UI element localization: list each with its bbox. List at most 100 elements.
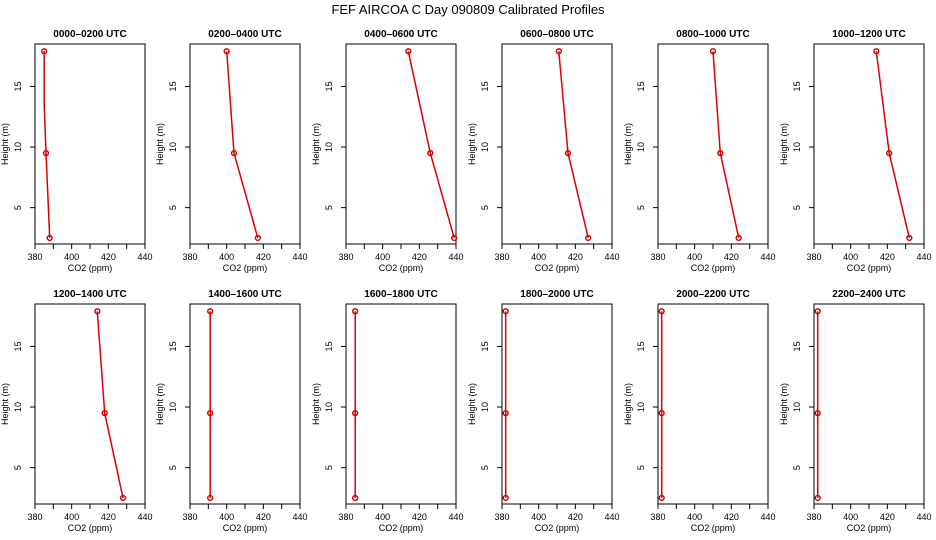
x-tick-label: 380 [494,252,509,262]
x-tick-label: 440 [760,252,775,262]
chart-panel: 1000–1200 UTC 380 400 420 440 CO2 (ppm) 5 10 15 H… [779,29,932,273]
y-axis-label: Height (m) [623,383,633,425]
data-point [207,409,214,417]
chart-panel: 2200–2400 UTC 380 400 420 440 CO2 (ppm) 5 10 15 H… [779,289,932,533]
y-tick-label: 10 [480,402,490,412]
data-point [119,494,127,502]
chart-panel: 1800–2000 UTC 380 400 420 440 CO2 (ppm) 5 10 15 H… [467,289,620,533]
data-point [223,48,230,55]
plot-frame [501,43,613,245]
x-axis-label: CO2 (ppm) [691,263,736,273]
y-tick-label: 10 [636,402,646,412]
y-tick-label: 15 [13,341,23,351]
x-tick-label: 420 [412,512,427,522]
x-tick-label: 380 [27,512,42,522]
x-axis-label: CO2 (ppm) [535,263,580,273]
y-axis-label: Height (m) [155,383,165,425]
panel-title: 2200–2400 UTC [832,289,905,300]
data-point [254,234,261,242]
x-tick-label: 440 [448,512,463,522]
data-point [46,234,53,242]
x-tick-label: 440 [604,512,619,522]
y-tick-label: 10 [480,142,490,152]
data-point [94,308,101,315]
data-point [717,149,724,157]
figure-title: FEF AIRCOA C Day 090809 Calibrated Profi… [331,2,605,17]
y-tick-label: 5 [636,205,646,210]
x-tick-label: 440 [292,252,307,262]
y-axis-label: Height (m) [155,123,165,165]
data-point [709,48,717,55]
plot-frame [657,43,769,245]
x-tick-label: 400 [843,252,858,262]
data-point [658,308,665,315]
panel-title: 0600–0800 UTC [520,29,593,40]
data-point [42,149,50,157]
x-axis-label: CO2 (ppm) [223,263,268,273]
y-tick-label: 5 [324,205,334,210]
panel-title: 0000–0200 UTC [53,29,126,40]
chart-panel: 1400–1600 UTC 380 400 420 440 CO2 (ppm) 5 10 15 H… [155,289,308,533]
chart-panel: 0400–0600 UTC 380 400 420 440 CO2 (ppm) 5 10 15 H… [311,29,464,273]
y-axis-label: Height (m) [467,383,477,425]
y-axis-label: Height (m) [467,123,477,165]
x-tick-label: 400 [687,252,702,262]
x-tick-label: 420 [412,252,427,262]
data-point [207,494,214,502]
y-tick-label: 5 [168,465,178,470]
y-tick-label: 15 [480,341,490,351]
x-tick-label: 380 [650,512,665,522]
profile-line [407,51,455,239]
x-axis-label: CO2 (ppm) [847,263,892,273]
y-axis-label: Height (m) [0,123,10,165]
x-tick-label: 420 [724,252,739,262]
profile-line [558,51,589,239]
y-axis-label: Height (m) [311,383,321,425]
x-tick-label: 400 [843,512,858,522]
x-tick-label: 380 [806,512,821,522]
x-tick-label: 420 [724,512,739,522]
y-tick-label: 5 [480,205,490,210]
plot-frame [189,43,301,245]
y-tick-label: 10 [324,402,334,412]
y-tick-label: 15 [168,341,178,351]
x-tick-label: 380 [27,252,42,262]
y-tick-label: 5 [324,465,334,470]
data-point [41,48,48,55]
y-tick-label: 10 [168,402,178,412]
x-tick-label: 440 [916,252,931,262]
x-tick-label: 420 [568,252,583,262]
x-tick-label: 400 [531,252,546,262]
y-tick-label: 10 [13,402,23,412]
data-point [658,494,665,502]
y-axis-label: Height (m) [779,383,789,425]
y-tick-label: 5 [792,465,802,470]
data-point [564,149,572,157]
x-tick-label: 440 [760,512,775,522]
x-tick-label: 400 [375,512,390,522]
x-tick-label: 380 [182,252,197,262]
plot-frame [813,303,925,505]
chart-panel: 1600–1800 UTC 380 400 420 440 CO2 (ppm) 5 10 15 H… [311,289,464,533]
data-point [735,234,742,242]
x-tick-label: 440 [916,512,931,522]
y-tick-label: 5 [792,205,802,210]
data-point [906,234,913,242]
panel-title: 0200–0400 UTC [208,29,281,40]
x-tick-label: 400 [531,512,546,522]
data-point [814,409,821,417]
x-tick-label: 420 [101,252,116,262]
x-axis-label: CO2 (ppm) [68,523,113,533]
panel-title: 0800–1000 UTC [676,29,749,40]
data-point [502,409,509,417]
chart-panel: 0000–0200 UTC 380 400 420 440 CO2 (ppm) 5 10 15 H… [0,29,153,273]
x-axis-label: CO2 (ppm) [535,523,580,533]
y-tick-label: 5 [13,205,23,210]
plot-frame [34,303,146,505]
y-tick-label: 15 [480,81,490,91]
plot-frame [501,303,613,505]
data-point [814,308,821,315]
x-tick-label: 400 [64,252,79,262]
y-tick-label: 15 [792,341,802,351]
y-tick-label: 10 [636,142,646,152]
